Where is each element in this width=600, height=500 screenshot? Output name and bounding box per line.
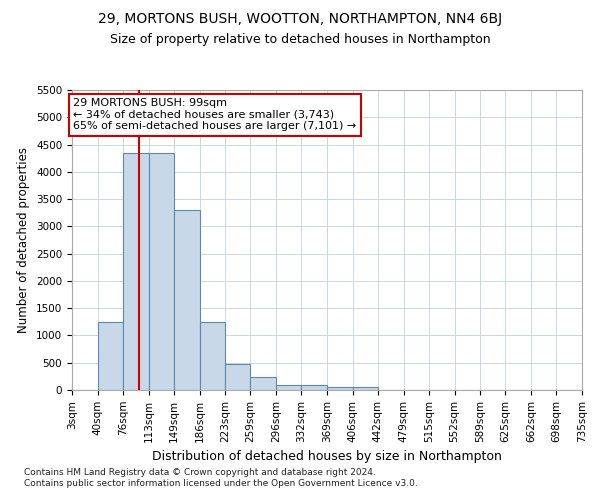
Bar (225, 364, 250, 390)
Text: 29, MORTONS BUSH, WOOTTON, NORTHAMPTON, NN4 6BJ: 29, MORTONS BUSH, WOOTTON, NORTHAMPTON, … (98, 12, 502, 26)
Bar (123, 152, 149, 390)
Bar (327, 388, 353, 390)
Text: Size of property relative to detached houses in Northampton: Size of property relative to detached ho… (110, 32, 490, 46)
Bar (199, 322, 225, 390)
Bar (276, 384, 301, 390)
Bar (250, 377, 276, 390)
Bar (149, 152, 174, 390)
Bar (301, 384, 327, 390)
X-axis label: Distribution of detached houses by size in Northampton: Distribution of detached houses by size … (152, 450, 502, 463)
Text: 29 MORTONS BUSH: 99sqm
← 34% of detached houses are smaller (3,743)
65% of semi-: 29 MORTONS BUSH: 99sqm ← 34% of detached… (73, 98, 356, 132)
Text: Contains HM Land Registry data © Crown copyright and database right 2024.
Contai: Contains HM Land Registry data © Crown c… (24, 468, 418, 487)
Bar (98, 322, 123, 390)
Bar (174, 210, 199, 390)
Y-axis label: Number of detached properties: Number of detached properties (17, 147, 31, 333)
Bar (353, 388, 378, 390)
